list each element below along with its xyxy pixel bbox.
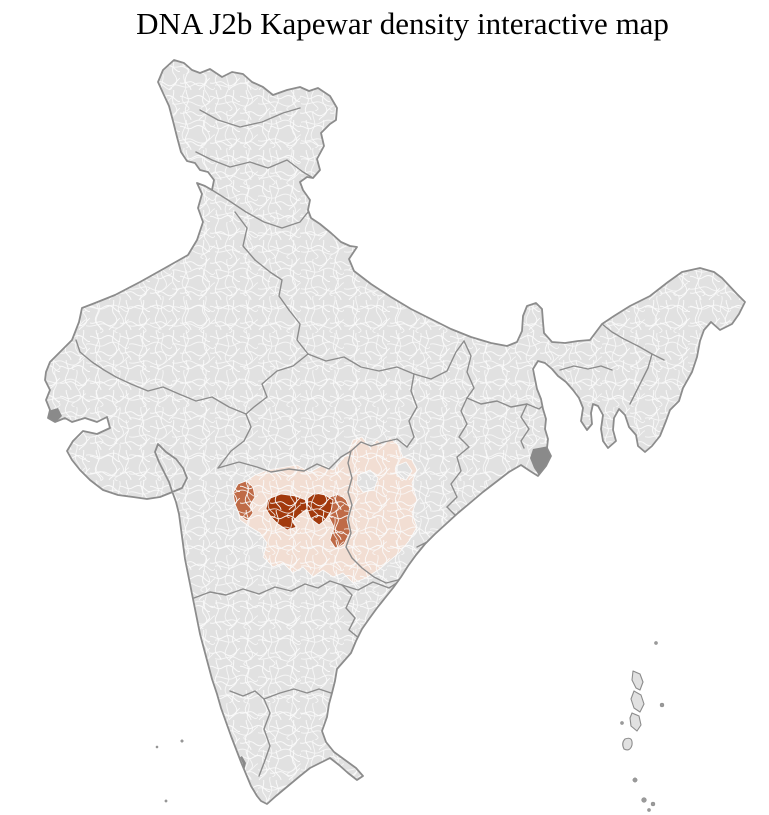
state-boundaries <box>75 107 665 777</box>
page-title: DNA J2b Kapewar density interactive map <box>136 6 669 41</box>
andaman-nicobar-islands[interactable] <box>620 641 665 812</box>
lakshadweep-islands[interactable] <box>155 739 184 803</box>
